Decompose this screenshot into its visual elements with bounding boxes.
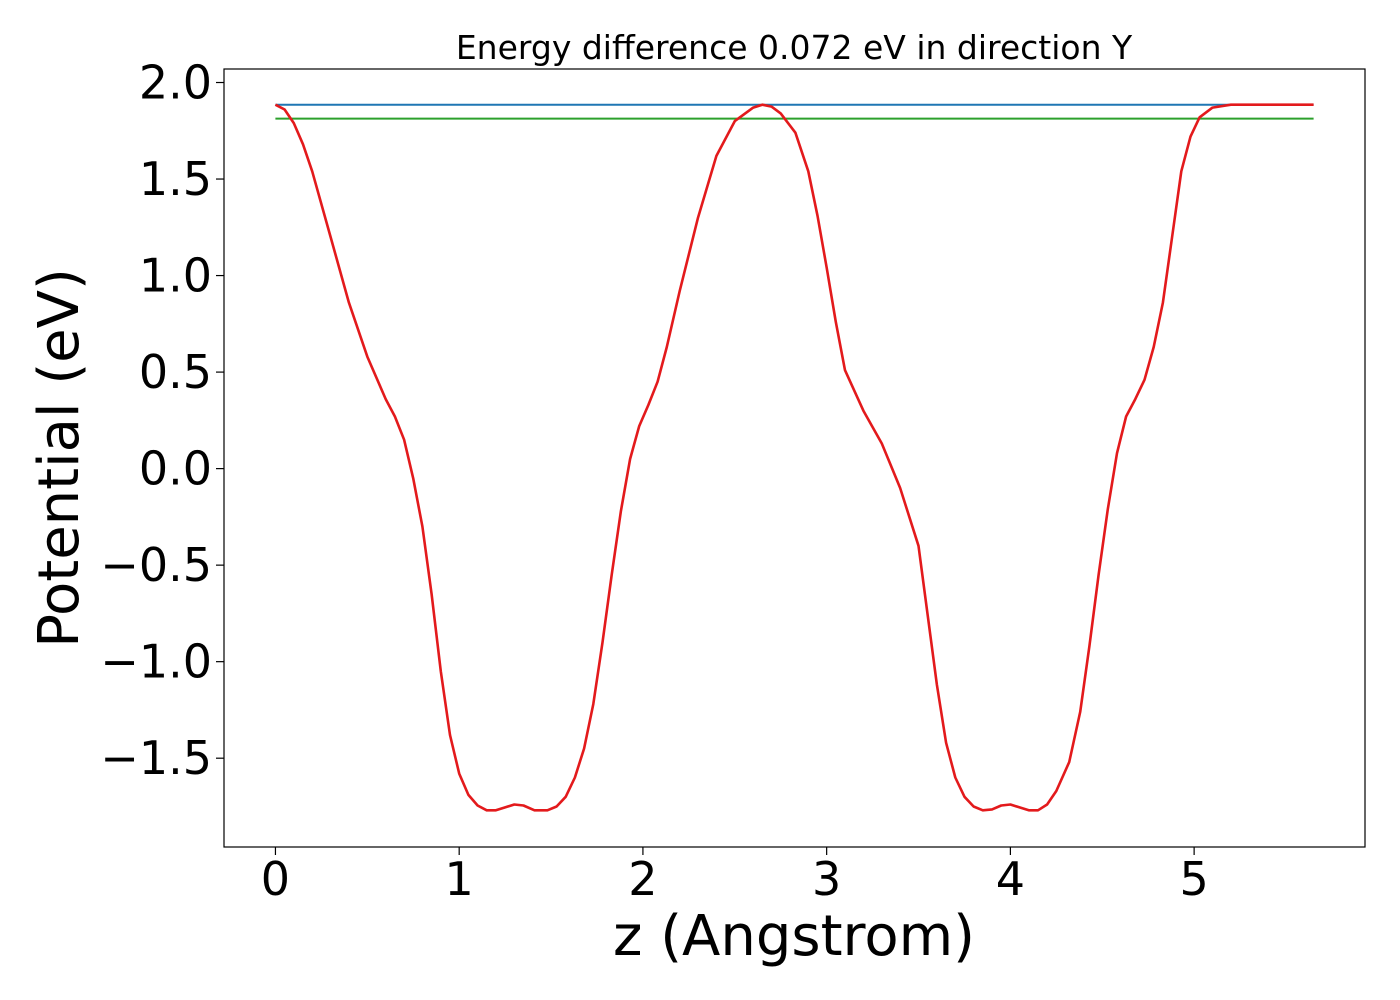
plot-frame [223, 68, 1366, 848]
y-tick-label: −0.5 [100, 538, 212, 592]
y-tick-label: 1.5 [139, 152, 212, 206]
y-tick-label: −1.5 [100, 731, 212, 785]
y-tick-label: 2.0 [139, 56, 212, 110]
x-tick-label: 5 [1179, 852, 1208, 906]
y-axis-ticks: 2.0 1.5 1.0 0.5 0.0 −0.5 −1.0 −1.5 [100, 56, 224, 785]
x-tick-label: 3 [812, 852, 841, 906]
potential-curve-red [274, 103, 1314, 812]
y-tick-label: 0.5 [139, 345, 212, 399]
x-axis-ticks: 0 1 2 3 4 5 [261, 847, 1209, 906]
x-tick-label: 4 [996, 852, 1025, 906]
y-tick-label: 0.0 [139, 442, 212, 496]
x-tick-label: 1 [445, 852, 474, 906]
y-tick-label: −1.0 [100, 635, 212, 689]
y-tick-label: 1.0 [139, 249, 212, 303]
series-layer [274, 103, 1314, 812]
y-axis-label: Potential (eV) [27, 268, 92, 648]
x-tick-label: 0 [261, 852, 290, 906]
x-tick-label: 2 [628, 852, 657, 906]
x-axis-label: z (Angstrom) [613, 904, 975, 969]
chart-title: Energy difference 0.072 eV in direction … [456, 28, 1133, 67]
